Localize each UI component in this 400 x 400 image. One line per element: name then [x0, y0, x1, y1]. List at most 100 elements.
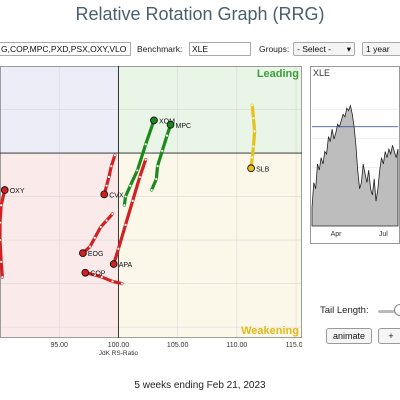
series-point — [251, 156, 254, 159]
series-head-point[interactable] — [166, 120, 175, 129]
series-point — [105, 219, 108, 222]
series-apa: APA — [109, 157, 148, 269]
series-point — [0, 204, 3, 207]
mini-x-ticks: Apr Jul — [331, 231, 389, 238]
series-point — [136, 169, 139, 172]
mini-price-chart: XLE Apr Jul — [310, 66, 400, 244]
series-point — [0, 221, 2, 224]
animate-button[interactable]: animate — [326, 328, 372, 344]
tail-length-slider-handle[interactable] — [394, 304, 400, 316]
series-point — [253, 130, 256, 133]
series-point — [156, 164, 159, 168]
series-xom: XOM — [122, 116, 175, 207]
benchmark-input[interactable]: XLE — [189, 42, 251, 56]
series-point — [252, 145, 255, 148]
series-tail — [112, 157, 148, 266]
series-point — [0, 260, 3, 263]
series-label: OXY — [10, 188, 25, 195]
series-point — [110, 164, 113, 168]
series-tail — [0, 188, 7, 279]
series-point — [93, 236, 96, 240]
mini-x-tick-label: Jul — [379, 231, 388, 238]
series-point — [129, 184, 132, 187]
series-head-point[interactable] — [0, 186, 9, 194]
x-tick-label: 105.00 — [167, 342, 189, 349]
plus-button[interactable]: + — [378, 328, 400, 344]
series-eog: EOG — [79, 212, 115, 258]
series-cop: COP — [81, 268, 124, 286]
x-tick-label: 110.00 — [226, 342, 247, 349]
quadrant-label-weakening: Weakening — [241, 325, 299, 337]
page-title: Relative Rotation Graph (RRG) — [75, 4, 325, 24]
series-label: COP — [90, 271, 106, 278]
series-tail — [122, 118, 156, 207]
series-point — [252, 117, 255, 120]
quadrant-label-leading: Leading — [257, 68, 299, 80]
x-tick-label: 95.00 — [50, 342, 68, 349]
series-head-point[interactable] — [247, 164, 255, 173]
series-point — [124, 195, 127, 198]
series-point — [107, 175, 111, 179]
series-point — [93, 273, 96, 276]
mini-chart-symbol: XLE — [313, 68, 330, 78]
series-point — [138, 175, 141, 179]
series-point — [155, 178, 158, 181]
benchmark-label: Benchmark: — [137, 44, 183, 54]
groups-select[interactable]: - Select - ▾ — [293, 42, 355, 56]
series-label: APA — [119, 262, 133, 269]
period-select[interactable]: 1 year — [362, 42, 400, 56]
x-tick-label: 100.00 — [108, 342, 130, 349]
series-head-point[interactable] — [109, 260, 118, 268]
x-tick-label: 115.00 — [286, 342, 302, 349]
series-point — [100, 275, 103, 279]
series-point — [111, 212, 114, 216]
mini-x-tick-label: Apr — [331, 231, 343, 238]
series-head-point[interactable] — [100, 190, 109, 199]
series-oxy: OXY — [0, 186, 25, 279]
series-head-point[interactable] — [150, 116, 158, 125]
series-cvx: CVX — [100, 153, 124, 199]
series-slb: SLB — [247, 103, 270, 173]
series-point — [124, 223, 127, 226]
series-tail — [249, 103, 257, 170]
series-head-point[interactable] — [79, 249, 87, 257]
groups-label: Groups: — [259, 44, 290, 54]
series-label: SLB — [256, 166, 270, 173]
series-point — [161, 149, 164, 152]
series-point — [131, 199, 134, 203]
mini-price-area — [311, 104, 399, 227]
x-axis-label: JdK RS-Ratio — [99, 350, 139, 357]
series-point — [0, 238, 2, 242]
series-label: CVX — [109, 192, 124, 199]
series-point — [99, 225, 102, 229]
series-tail — [81, 212, 115, 255]
series-label: MPC — [176, 123, 192, 130]
series-point — [1, 275, 4, 279]
series-point — [150, 188, 153, 192]
tail-length-slider-track[interactable] — [378, 310, 400, 313]
series-point — [113, 154, 116, 157]
series-point — [111, 280, 114, 283]
series-point — [88, 245, 92, 248]
series-point — [144, 143, 147, 146]
controls-bar: G,COP,MPC,PXD,PSX,OXY,VLO Benchmark: XLE… — [0, 40, 400, 58]
series-point — [123, 204, 126, 207]
series-head-point[interactable] — [81, 268, 90, 277]
series-label: XOM — [159, 118, 175, 125]
series-mpc: MPC — [149, 120, 192, 192]
period-caption: 5 weeks ending Feb 21, 2023 — [134, 380, 266, 391]
series-point — [105, 184, 108, 187]
symbols-input[interactable]: G,COP,MPC,PXD,PSX,OXY,VLO — [0, 42, 131, 56]
series-tail — [149, 123, 173, 192]
series-point — [165, 134, 169, 137]
series-point — [144, 158, 147, 161]
series-label: EOG — [88, 251, 104, 258]
series-point — [251, 104, 254, 107]
series-point — [120, 282, 124, 285]
tail-length-label: Tail Length: — [320, 305, 369, 316]
quadrant-weakening-bg — [118, 153, 302, 338]
x-axis-ticks: 95.00 100.00 105.00 110.00 115.00 — [50, 342, 302, 349]
series-point — [117, 247, 120, 250]
